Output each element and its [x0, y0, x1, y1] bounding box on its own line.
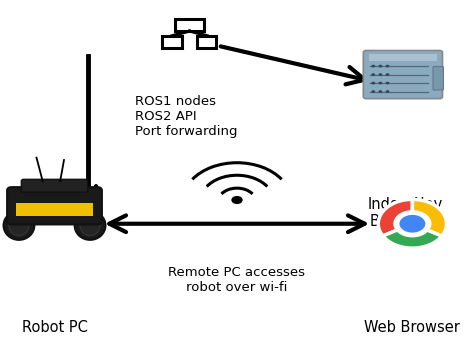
- Bar: [197, 36, 217, 48]
- Bar: [16, 203, 93, 216]
- Circle shape: [231, 196, 243, 204]
- FancyBboxPatch shape: [433, 66, 444, 90]
- Circle shape: [371, 73, 375, 76]
- Circle shape: [385, 90, 390, 93]
- Ellipse shape: [75, 211, 106, 240]
- Circle shape: [398, 214, 427, 234]
- Wedge shape: [412, 199, 447, 236]
- Circle shape: [378, 90, 382, 93]
- Circle shape: [385, 82, 390, 84]
- Circle shape: [378, 73, 382, 76]
- FancyBboxPatch shape: [21, 179, 88, 192]
- Bar: [162, 36, 182, 48]
- Wedge shape: [383, 224, 442, 248]
- Ellipse shape: [80, 215, 100, 236]
- Text: Remote PC accesses
robot over wi-fi: Remote PC accesses robot over wi-fi: [168, 266, 306, 294]
- Circle shape: [378, 65, 382, 67]
- Bar: [368, 54, 437, 61]
- Circle shape: [378, 82, 382, 84]
- Text: Robot PC: Robot PC: [22, 320, 87, 335]
- Circle shape: [371, 65, 375, 67]
- Ellipse shape: [9, 215, 29, 236]
- Ellipse shape: [4, 211, 35, 240]
- Text: ROS1 nodes
ROS2 API
Port forwarding: ROS1 nodes ROS2 API Port forwarding: [135, 95, 237, 138]
- Circle shape: [371, 90, 375, 93]
- Text: IndoorNav
Backpack: IndoorNav Backpack: [368, 197, 443, 229]
- Text: Web Browser: Web Browser: [365, 320, 460, 335]
- Circle shape: [393, 210, 431, 237]
- FancyBboxPatch shape: [363, 51, 442, 99]
- FancyBboxPatch shape: [7, 187, 102, 224]
- Bar: [175, 19, 204, 31]
- Circle shape: [371, 82, 375, 84]
- Circle shape: [385, 65, 390, 67]
- Wedge shape: [378, 199, 412, 236]
- Circle shape: [385, 73, 390, 76]
